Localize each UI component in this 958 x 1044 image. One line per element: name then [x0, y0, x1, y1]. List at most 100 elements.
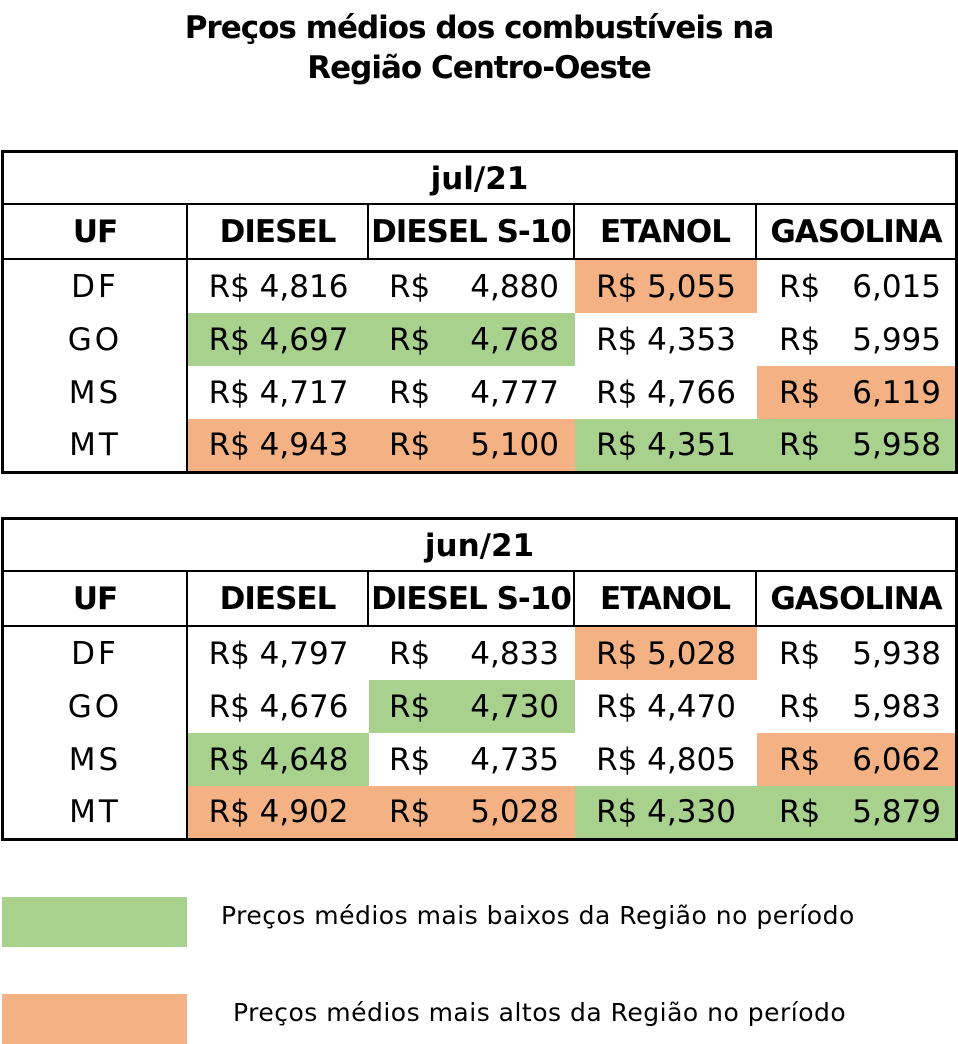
- legend-low-label: Preços médios mais baixos da Região no p…: [221, 901, 855, 930]
- currency-symbol: R$: [779, 427, 821, 463]
- etanol-price-cell: R$ 4,470: [596, 688, 736, 725]
- table-period: jul/21: [4, 153, 955, 205]
- diesel-price-cell: R$ 4,902: [188, 786, 369, 838]
- column-header-diesel-s10: DIESEL S-10: [369, 572, 575, 625]
- price-value: 5,938: [852, 635, 941, 672]
- table-row: DF R$ 4,797 R$ 4,833 R$ 5,028 R$ 5,938: [4, 627, 955, 680]
- column-header-diesel: DIESEL: [188, 572, 369, 625]
- column-header-gasolina: GASOLINA: [770, 213, 942, 250]
- table-header-row: UF DIESEL DIESEL S-10 ETANOL GASOLINA: [4, 205, 955, 260]
- currency-symbol: R$: [389, 688, 431, 725]
- price-value: 4,777: [470, 374, 559, 411]
- table-row: MS R$ 4,648 R$ 4,735 R$ 4,805 R$ 6,062: [4, 733, 955, 786]
- etanol-price-cell: R$ 4,766: [596, 374, 736, 411]
- gasolina-price-cell: R$ 6,015: [757, 260, 955, 313]
- diesel-price-cell: R$ 4,717: [208, 374, 349, 411]
- currency-symbol: R$: [779, 794, 821, 830]
- diesel-s10-price-cell: R$ 4,880: [369, 260, 575, 313]
- etanol-price-cell: R$ 4,330: [575, 786, 757, 838]
- etanol-price-cell: R$ 5,055: [575, 260, 757, 313]
- currency-symbol: R$: [389, 635, 431, 672]
- table-row: GO R$ 4,676 R$ 4,730 R$ 4,470 R$ 5,983: [4, 680, 955, 733]
- currency-symbol: R$: [779, 688, 821, 725]
- diesel-s10-price-cell: R$ 4,730: [369, 680, 575, 733]
- table-row: MT R$ 4,902 R$ 5,028 R$ 4,330 R$ 5,879: [4, 786, 955, 838]
- diesel-price-cell: R$ 4,648: [188, 733, 369, 786]
- price-value: 4,880: [470, 268, 559, 305]
- gasolina-price-cell: R$ 5,958: [757, 419, 955, 471]
- uf-cell: MT: [4, 419, 188, 471]
- price-value: 6,119: [852, 374, 941, 411]
- table-row: MT R$ 4,943 R$ 5,100 R$ 4,351 R$ 5,958: [4, 419, 955, 471]
- etanol-price-cell: R$ 4,351: [575, 419, 757, 471]
- column-header-uf: UF: [4, 572, 188, 625]
- gasolina-price-cell: R$ 5,938: [757, 627, 955, 680]
- price-value: 5,028: [470, 794, 559, 830]
- table-header-row: UF DIESEL DIESEL S-10 ETANOL GASOLINA: [4, 572, 955, 627]
- column-header-etanol: ETANOL: [575, 205, 757, 258]
- diesel-s10-price-cell: R$ 4,777: [369, 366, 575, 419]
- uf-cell: MT: [4, 786, 188, 838]
- diesel-price-cell: R$ 4,797: [208, 635, 349, 672]
- uf-cell: MS: [4, 733, 188, 786]
- column-header-diesel: DIESEL: [188, 205, 369, 258]
- column-header-etanol: ETANOL: [575, 572, 757, 625]
- uf-cell: GO: [4, 313, 188, 366]
- table-period: jun/21: [4, 520, 955, 572]
- currency-symbol: R$: [389, 427, 431, 463]
- diesel-price-cell: R$ 4,676: [208, 688, 349, 725]
- price-table-1: jun/21 UF DIESEL DIESEL S-10 ETANOL GASOLINA D…: [1, 517, 958, 841]
- currency-symbol: R$: [779, 321, 821, 358]
- diesel-s10-price-cell: R$ 5,028: [369, 786, 575, 838]
- legend-high-swatch: [2, 994, 187, 1044]
- legend-low-swatch: [2, 897, 187, 947]
- title-line-1: Preços médios dos combustíveis na: [184, 10, 775, 46]
- currency-symbol: R$: [389, 268, 431, 305]
- gasolina-price-cell: R$ 5,879: [757, 786, 955, 838]
- uf-cell: DF: [4, 260, 188, 313]
- price-value: 6,015: [852, 268, 941, 305]
- uf-cell: GO: [4, 680, 188, 733]
- price-value: 5,983: [852, 688, 941, 725]
- price-value: 4,833: [470, 635, 559, 672]
- price-value: 4,768: [470, 321, 559, 358]
- price-value: 4,730: [470, 688, 559, 725]
- etanol-price-cell: R$ 4,353: [596, 321, 736, 358]
- price-value: 6,062: [852, 741, 941, 778]
- gasolina-price-cell: R$ 6,119: [757, 366, 955, 419]
- diesel-price-cell: R$ 4,943: [188, 419, 369, 471]
- price-value: 4,735: [470, 741, 559, 778]
- gasolina-price-cell: R$ 6,062: [757, 733, 955, 786]
- column-header-gasolina: GASOLINA: [770, 580, 942, 617]
- price-table-0: jul/21 UF DIESEL DIESEL S-10 ETANOL GASOLINA D…: [1, 150, 958, 474]
- diesel-s10-price-cell: R$ 4,768: [369, 313, 575, 366]
- diesel-s10-price-cell: R$ 4,735: [369, 733, 575, 786]
- column-header-diesel-s10: DIESEL S-10: [369, 205, 575, 258]
- uf-cell: MS: [4, 366, 188, 419]
- column-header-uf: UF: [4, 205, 188, 258]
- table-row: MS R$ 4,717 R$ 4,777 R$ 4,766 R$ 6,119: [4, 366, 955, 419]
- table-row: DF R$ 4,816 R$ 4,880 R$ 5,055 R$ 6,015: [4, 260, 955, 313]
- gasolina-price-cell: R$ 5,983: [757, 680, 955, 733]
- diesel-price-cell: R$ 4,816: [208, 268, 349, 305]
- currency-symbol: R$: [389, 741, 431, 778]
- currency-symbol: R$: [389, 374, 431, 411]
- etanol-price-cell: R$ 4,805: [596, 741, 736, 778]
- diesel-s10-price-cell: R$ 5,100: [369, 419, 575, 471]
- currency-symbol: R$: [779, 635, 821, 672]
- currency-symbol: R$: [779, 374, 821, 411]
- price-value: 5,879: [852, 794, 941, 830]
- legend-high-label: Preços médios mais altos da Região no pe…: [233, 998, 847, 1027]
- price-value: 5,995: [852, 321, 941, 358]
- price-value: 5,958: [852, 427, 941, 463]
- currency-symbol: R$: [389, 794, 431, 830]
- table-row: GO R$ 4,697 R$ 4,768 R$ 4,353 R$ 5,995: [4, 313, 955, 366]
- gasolina-price-cell: R$ 5,995: [757, 313, 955, 366]
- etanol-price-cell: R$ 5,028: [575, 627, 757, 680]
- title-line-2: Região Centro-Oeste: [307, 50, 652, 86]
- currency-symbol: R$: [389, 321, 431, 358]
- uf-cell: DF: [4, 627, 188, 680]
- diesel-s10-price-cell: R$ 4,833: [369, 627, 575, 680]
- diesel-price-cell: R$ 4,697: [188, 313, 369, 366]
- page-title: Preços médios dos combustíveis na Região…: [0, 8, 958, 88]
